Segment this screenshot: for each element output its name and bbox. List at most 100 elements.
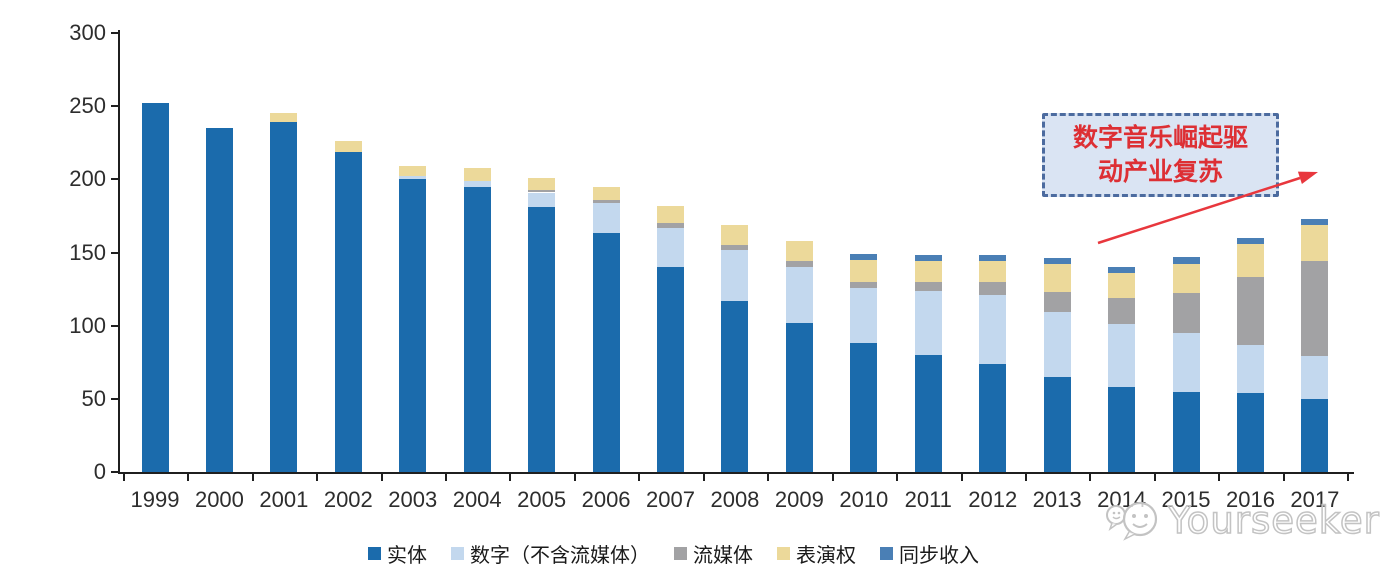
- x-axis-label: 1999: [130, 487, 180, 512]
- bar-segment-数字（不含流媒体）-2012: [979, 294, 1007, 364]
- bar-segment-数字（不含流媒体）-2013: [1043, 312, 1071, 377]
- bar-segment-表演权-2007: [657, 205, 685, 224]
- bar-segment-实体-2016: [1236, 392, 1264, 472]
- bar-segment-表演权-2013: [1043, 264, 1071, 292]
- x-axis-label: 2012: [968, 487, 1018, 512]
- x-axis-label: 2017: [1290, 487, 1340, 512]
- bar-segment-表演权-2001: [270, 113, 298, 123]
- bar-segment-实体-2010: [850, 343, 878, 472]
- watermark: Yourseeker: [1104, 496, 1380, 544]
- y-tick-label: 0: [93, 459, 106, 484]
- y-tick-label: 300: [69, 20, 106, 45]
- bar-segment-实体-2004: [463, 186, 491, 472]
- bar-segment-实体-2009: [785, 322, 813, 472]
- bar-segment-实体-2002: [334, 151, 362, 472]
- x-axis-label: 2008: [710, 487, 760, 512]
- y-tick: [111, 251, 118, 254]
- bar-segment-表演权-2017: [1301, 224, 1329, 262]
- x-tick: [1282, 474, 1285, 481]
- legend-item-streaming: 流媒体: [674, 539, 753, 568]
- legend-label-physical: 实体: [387, 543, 427, 567]
- bar-segment-实体-1999: [141, 103, 169, 472]
- y-axis-line: [118, 30, 120, 474]
- bar-segment-流媒体-2008: [721, 245, 749, 250]
- x-tick: [187, 474, 190, 481]
- x-tick: [316, 474, 319, 481]
- x-tick: [573, 474, 576, 481]
- bar-segment-表演权-2016: [1236, 243, 1264, 278]
- y-tick: [111, 105, 118, 108]
- bar-segment-流媒体-2009: [785, 261, 813, 268]
- bar-segment-表演权-2002: [334, 141, 362, 152]
- y-tick: [111, 471, 118, 473]
- legend-item-sync: 同步收入: [880, 539, 979, 568]
- bar-segment-数字（不含流媒体）-2003: [399, 176, 427, 180]
- bar-segment-数字（不含流媒体）-2005: [528, 192, 556, 208]
- legend-item-physical: 实体: [368, 539, 427, 568]
- bar-segment-表演权-2005: [528, 177, 556, 190]
- x-axis-label: 2006: [581, 487, 631, 512]
- bar-segment-同步收入-2013: [1043, 258, 1071, 265]
- legend-swatch-sync-icon: [880, 547, 893, 560]
- bar-segment-表演权-2004: [463, 167, 491, 181]
- x-axis-label: 2005: [517, 487, 567, 512]
- bar-segment-数字（不含流媒体）-2009: [785, 267, 813, 323]
- legend-swatch-physical-icon: [368, 547, 381, 560]
- bar-segment-流媒体-2010: [850, 281, 878, 288]
- bar-segment-表演权-2015: [1172, 264, 1200, 294]
- bar-segment-实体-2001: [270, 122, 298, 472]
- x-axis-label: 2011: [904, 487, 952, 512]
- annotation-text-line1: 数字音乐崛起驱: [1072, 123, 1248, 152]
- x-axis-label: 2001: [259, 487, 309, 512]
- x-axis-line: [118, 472, 1354, 474]
- bar-segment-流媒体-2015: [1172, 293, 1200, 333]
- x-axis-label: 2000: [194, 487, 244, 512]
- chat-smiley-logo-icon: [1106, 501, 1158, 541]
- bar-segment-数字（不含流媒体）-2007: [657, 227, 685, 268]
- bar-segment-流媒体-2007: [657, 223, 685, 228]
- bar-segment-实体-2013: [1043, 376, 1071, 472]
- y-tick: [111, 32, 118, 34]
- bar-segment-流媒体-2011: [914, 281, 942, 291]
- bar-segment-实体-2011: [914, 354, 942, 472]
- bar-segment-实体-2008: [721, 300, 749, 472]
- x-axis-label: 2007: [646, 487, 695, 512]
- y-tick: [111, 178, 118, 181]
- bar-segment-实体-2006: [592, 233, 620, 472]
- bar-segment-同步收入-2016: [1236, 237, 1264, 244]
- y-tick-label: 150: [69, 239, 106, 265]
- chart-legend: 实体 数字（不含流媒体） 流媒体 表演权 同步收入: [368, 539, 979, 568]
- bar-segment-同步收入-2014: [1108, 267, 1136, 273]
- x-axis-label: 2016: [1225, 487, 1275, 512]
- x-axis-label: 2010: [839, 487, 889, 512]
- bar-segment-表演权-2003: [399, 166, 427, 177]
- bar-segment-同步收入-2017: [1301, 218, 1329, 225]
- bar-segment-表演权-2010: [850, 259, 878, 282]
- x-axis-label: 2015: [1161, 487, 1211, 512]
- bar-segment-实体-2015: [1172, 391, 1200, 472]
- bar-segment-表演权-2006: [592, 186, 620, 200]
- y-tick: [111, 397, 118, 400]
- bar-segment-实体-2007: [657, 267, 685, 472]
- y-tick-label: 200: [69, 166, 106, 192]
- bar-segment-数字（不含流媒体）-2004: [463, 180, 491, 187]
- bar-segment-数字（不含流媒体）-2008: [721, 249, 749, 301]
- bar-segment-数字（不含流媒体）-2017: [1301, 356, 1329, 399]
- bar-segment-实体-2012: [979, 363, 1007, 472]
- bar-segment-流媒体-2012: [979, 281, 1007, 295]
- x-tick: [444, 474, 447, 481]
- bar-segment-同步收入-2010: [850, 253, 878, 260]
- bar-segment-流媒体-2017: [1301, 261, 1329, 357]
- x-tick: [1347, 474, 1350, 481]
- x-axis-label: 2004: [452, 487, 502, 512]
- x-tick: [831, 474, 834, 481]
- y-tick: [111, 324, 118, 327]
- x-tick: [509, 474, 512, 481]
- x-tick: [702, 474, 705, 481]
- y-tick-label: 50: [81, 385, 106, 411]
- legend-item-digital: 数字（不含流媒体）: [451, 539, 650, 568]
- bar-segment-数字（不含流媒体）-2016: [1236, 344, 1264, 393]
- bar-segment-表演权-2008: [721, 224, 749, 246]
- bar-segment-表演权-2009: [785, 240, 813, 262]
- bar-segment-同步收入-2012: [979, 255, 1007, 262]
